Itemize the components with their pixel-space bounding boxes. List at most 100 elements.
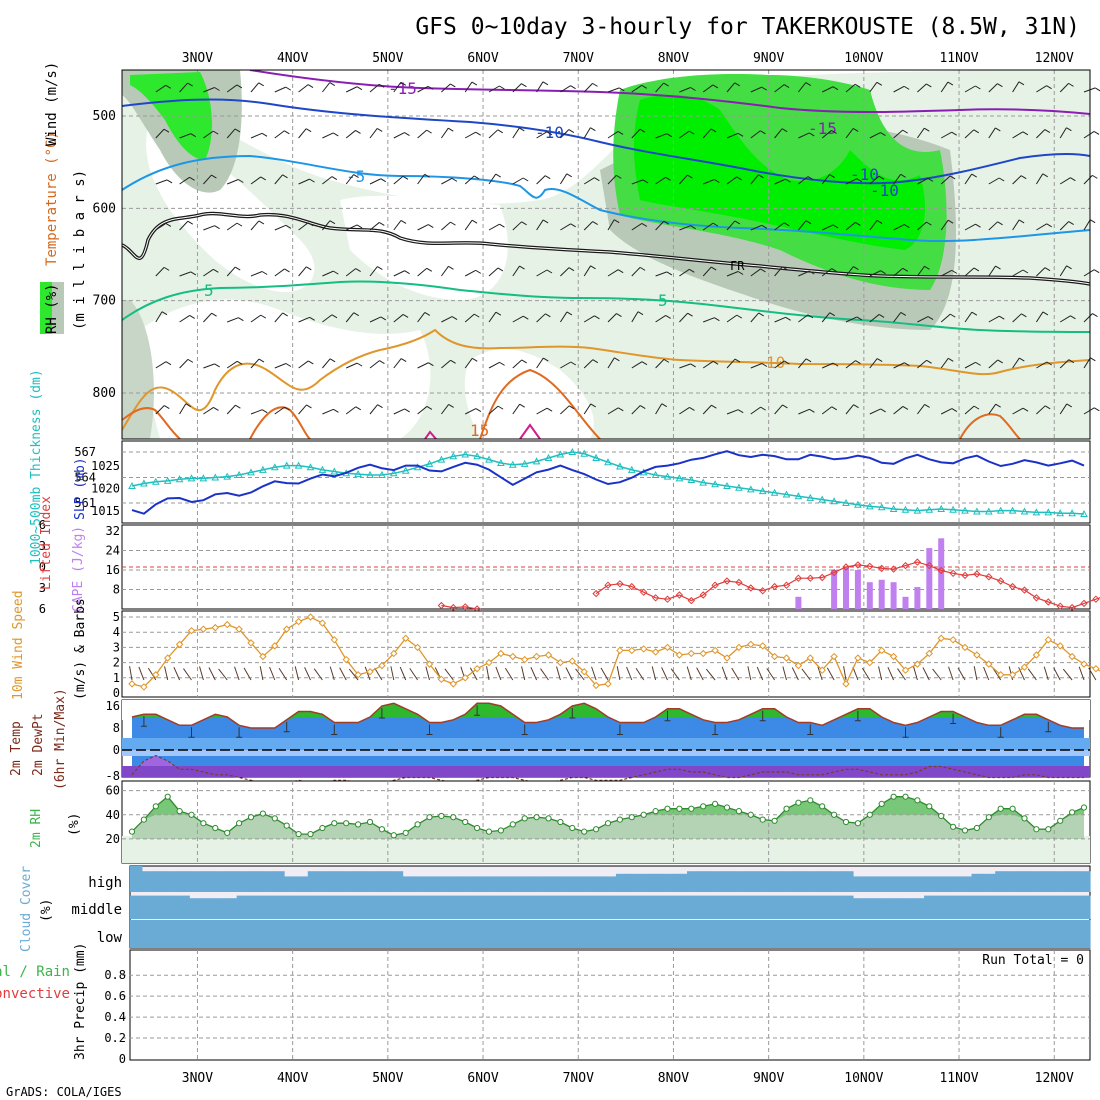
rh2m-units: (%) xyxy=(67,813,82,836)
wind-barb xyxy=(726,314,738,323)
wind10-markers xyxy=(128,613,1100,691)
wind-barb-flag xyxy=(878,175,885,180)
wind-barb-flag xyxy=(402,314,409,318)
wind-barb-flag xyxy=(570,223,576,228)
wind-barb xyxy=(893,267,904,277)
wind-barb xyxy=(226,266,236,277)
wind-barb-flag xyxy=(1070,315,1076,320)
wind-barb xyxy=(774,316,786,323)
precip-3hr-label: 3hr Precip (mm) xyxy=(73,943,88,1060)
wind-barb-flag xyxy=(831,406,838,411)
wind-barb-flag xyxy=(924,127,930,132)
wind-barb xyxy=(417,312,426,323)
wind-barb xyxy=(655,133,667,139)
cloud-bar xyxy=(165,895,179,919)
wind-barb-flag xyxy=(522,177,529,182)
cloud-bar xyxy=(935,895,949,919)
cloud-bar xyxy=(141,871,155,892)
cloud-bar xyxy=(983,920,996,948)
cloud-bar xyxy=(532,895,546,919)
wind-barb-flag xyxy=(758,312,764,317)
wind-barb xyxy=(440,127,449,139)
cloud-bar xyxy=(272,920,285,948)
wind10-tick-label: 4 xyxy=(113,625,120,639)
wind-barb-flag xyxy=(189,176,195,181)
wind-barb-flag xyxy=(926,221,932,226)
cloud-bar xyxy=(947,920,961,948)
wind-barb-flag xyxy=(329,358,336,363)
wind-barb xyxy=(298,178,310,185)
wind-barb xyxy=(464,81,473,93)
cloud-bar xyxy=(888,876,901,892)
cloud-bar xyxy=(153,871,167,892)
lifted-index-markers xyxy=(437,558,1100,613)
wind-barb-flag xyxy=(260,314,267,319)
wind-barb xyxy=(155,179,168,185)
wind-barb-flag xyxy=(924,403,930,408)
wind-barb-flag xyxy=(663,82,669,87)
wind-barb-flag xyxy=(499,361,505,366)
wind-barb-flag xyxy=(736,176,742,181)
wind-barb xyxy=(917,404,926,415)
wind-barb-flag xyxy=(356,224,363,229)
wind10-marker xyxy=(854,654,862,662)
wind-barb xyxy=(631,223,643,231)
cloud-bar xyxy=(710,871,724,892)
wind-barb-flag xyxy=(1044,405,1051,410)
wind-barb xyxy=(679,130,690,139)
wind-barb-flag xyxy=(904,362,910,367)
wind10-marker xyxy=(318,619,327,627)
li-marker xyxy=(842,563,850,571)
rh2m-marker xyxy=(747,811,754,818)
cape-tick-label: 8 xyxy=(113,583,120,597)
rh2m-marker xyxy=(831,811,838,818)
wind-barb-flag xyxy=(995,403,1001,408)
temp-band-low xyxy=(122,738,1090,750)
wind-barb xyxy=(560,405,570,415)
wind-barb xyxy=(250,82,260,93)
wind-barb xyxy=(988,221,998,231)
cloud-level-high: high xyxy=(88,875,122,891)
rh2m-marker xyxy=(438,812,445,820)
contour-zero-fr-inner xyxy=(122,213,1090,285)
wind-barb-flag xyxy=(880,408,886,413)
cloud-bar xyxy=(272,895,285,919)
wind-barb xyxy=(536,357,544,369)
cloud-bar xyxy=(307,920,321,948)
cloud-bar xyxy=(1007,920,1020,948)
lifted-index-axis: 6 3 0 3 6 xyxy=(39,518,46,616)
wind-barb xyxy=(179,403,187,415)
cloud-bar xyxy=(165,920,179,948)
cloud-bar xyxy=(390,895,404,919)
wind-barb xyxy=(583,177,595,185)
wind-barb xyxy=(774,128,783,139)
top-date-axis: 3NOV 4NOV 5NOV 6NOV 7NOV 8NOV 9NOV 10NOV 11NOV 12… xyxy=(182,51,1074,66)
date-tick-label: 9NOV xyxy=(753,51,784,66)
wind-barb xyxy=(417,267,428,277)
wind-barb-flag xyxy=(590,127,596,132)
wind-barb xyxy=(417,224,429,231)
wind-barb-flag xyxy=(521,359,527,364)
cloud-bar xyxy=(295,876,309,892)
wind-barb xyxy=(988,177,1000,185)
wind10-barb xyxy=(973,666,978,681)
wind-barb-flag xyxy=(309,316,315,321)
wind-barb xyxy=(1012,219,1020,231)
wind-barb xyxy=(845,222,856,231)
cloud-bar xyxy=(746,920,759,948)
wind-barb-flag xyxy=(995,127,1001,132)
wind-barb-flag xyxy=(594,315,600,320)
wind-barb xyxy=(702,360,714,369)
wind-barb xyxy=(560,85,571,93)
cloud-bar xyxy=(864,898,878,919)
wind-barb xyxy=(560,267,570,277)
wind-barb xyxy=(798,408,810,415)
wind-barb xyxy=(203,130,214,139)
wind10-marker xyxy=(520,655,529,664)
wind-barb xyxy=(631,128,641,139)
thickness-marker xyxy=(758,487,767,495)
temp2m-line xyxy=(131,702,1084,729)
wind-barb-flag xyxy=(973,267,980,272)
thickness-marker xyxy=(354,470,362,478)
wind-barb xyxy=(845,266,854,277)
